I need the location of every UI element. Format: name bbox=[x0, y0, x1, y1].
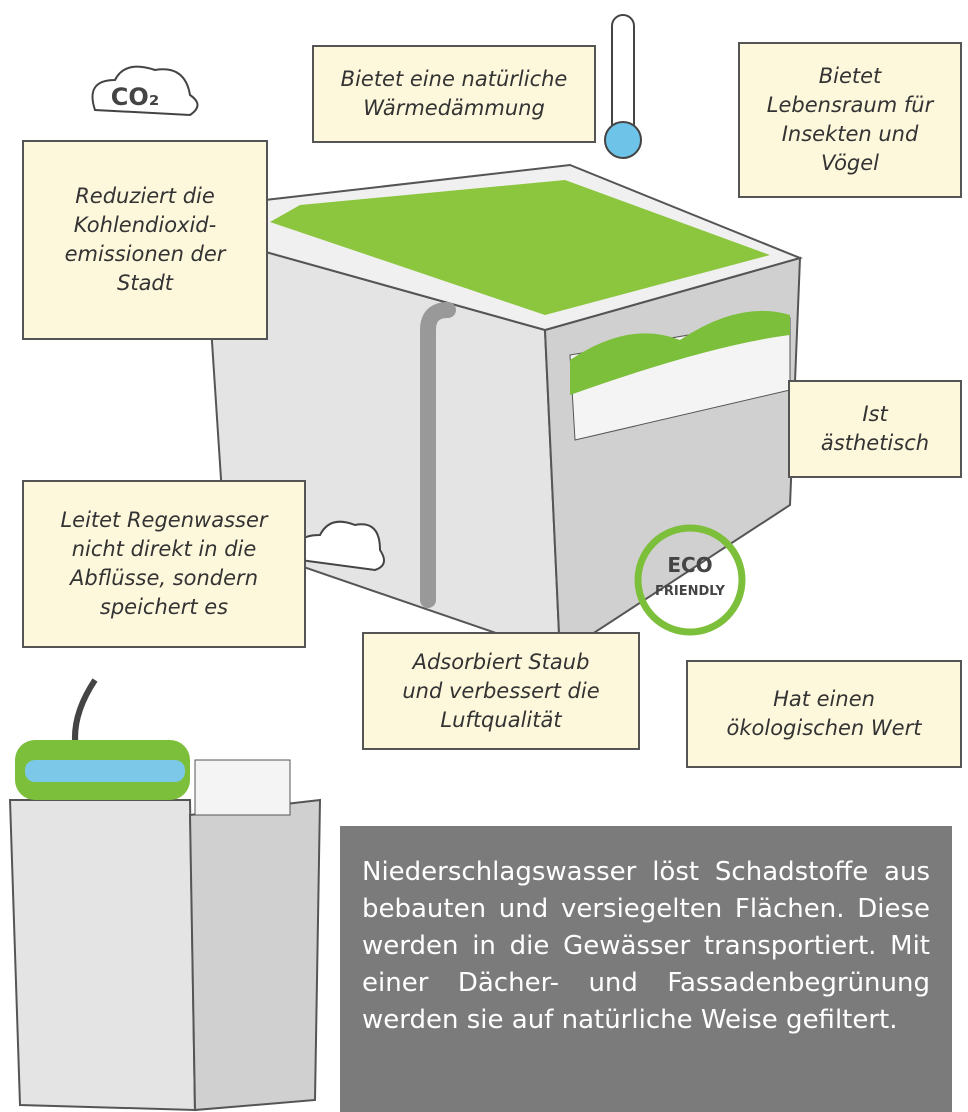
callout-line: Insekten und bbox=[782, 120, 919, 149]
small-building-side bbox=[190, 800, 320, 1110]
callout-line: und verbessert die bbox=[402, 677, 599, 706]
info-line: werden sie auf natürliche Weise gefilter… bbox=[362, 1002, 930, 1039]
callout-line: Kohlendioxid- bbox=[74, 211, 216, 240]
callout-line: Adsorbiert Staub bbox=[413, 648, 590, 677]
callout-line: Lebensraum für bbox=[767, 91, 933, 120]
callout-line: Leitet Regenwasser bbox=[60, 506, 267, 535]
small-planter bbox=[195, 760, 290, 815]
callout-line: ästhetisch bbox=[821, 429, 929, 458]
callout-line: emissionen der bbox=[65, 240, 226, 269]
callout-line: Hat einen bbox=[773, 685, 875, 714]
info-line: einer Dächer- und Fassadenbegrünung bbox=[362, 965, 930, 1002]
thermometer bbox=[612, 15, 634, 135]
info-line: Niederschlagswasser löst Schadstoffe aus bbox=[362, 854, 930, 891]
info-line: werden in die Gewässer transportiert. Mi… bbox=[362, 928, 930, 965]
callout-line: Ist bbox=[862, 400, 887, 429]
co2-label: CO₂ bbox=[111, 83, 160, 111]
callout-line: Luftqualität bbox=[440, 706, 561, 735]
callout-line: Bietet eine natürliche bbox=[341, 65, 568, 94]
infographic: ECO FRIENDLY CO₂ Reduziert dieKohlendiox… bbox=[0, 0, 968, 1112]
callout-line: Vögel bbox=[821, 149, 879, 178]
callout-line: Stadt bbox=[117, 269, 173, 298]
callout-line: Wärmedämmung bbox=[363, 94, 545, 123]
info-box: Niederschlagswasser löst Schadstoffe aus… bbox=[340, 826, 952, 1112]
callout-line: Reduziert die bbox=[75, 182, 215, 211]
callout-line: speichert es bbox=[100, 593, 228, 622]
callout-line: Abflüsse, sondern bbox=[70, 564, 258, 593]
page: ECO FRIENDLY CO₂ Reduziert dieKohlendiox… bbox=[0, 0, 968, 1112]
info-line: bebauten und versiegelten Flächen. Diese bbox=[362, 891, 930, 928]
small-water bbox=[25, 760, 185, 782]
eco-label: ECO bbox=[667, 553, 712, 577]
callout-line: Bietet bbox=[819, 62, 882, 91]
thermometer-bulb bbox=[605, 122, 641, 158]
friendly-label: FRIENDLY bbox=[655, 584, 726, 599]
callout-line: ökologischen Wert bbox=[727, 714, 922, 743]
small-building bbox=[10, 800, 195, 1110]
callout-line: nicht direkt in die bbox=[72, 535, 257, 564]
